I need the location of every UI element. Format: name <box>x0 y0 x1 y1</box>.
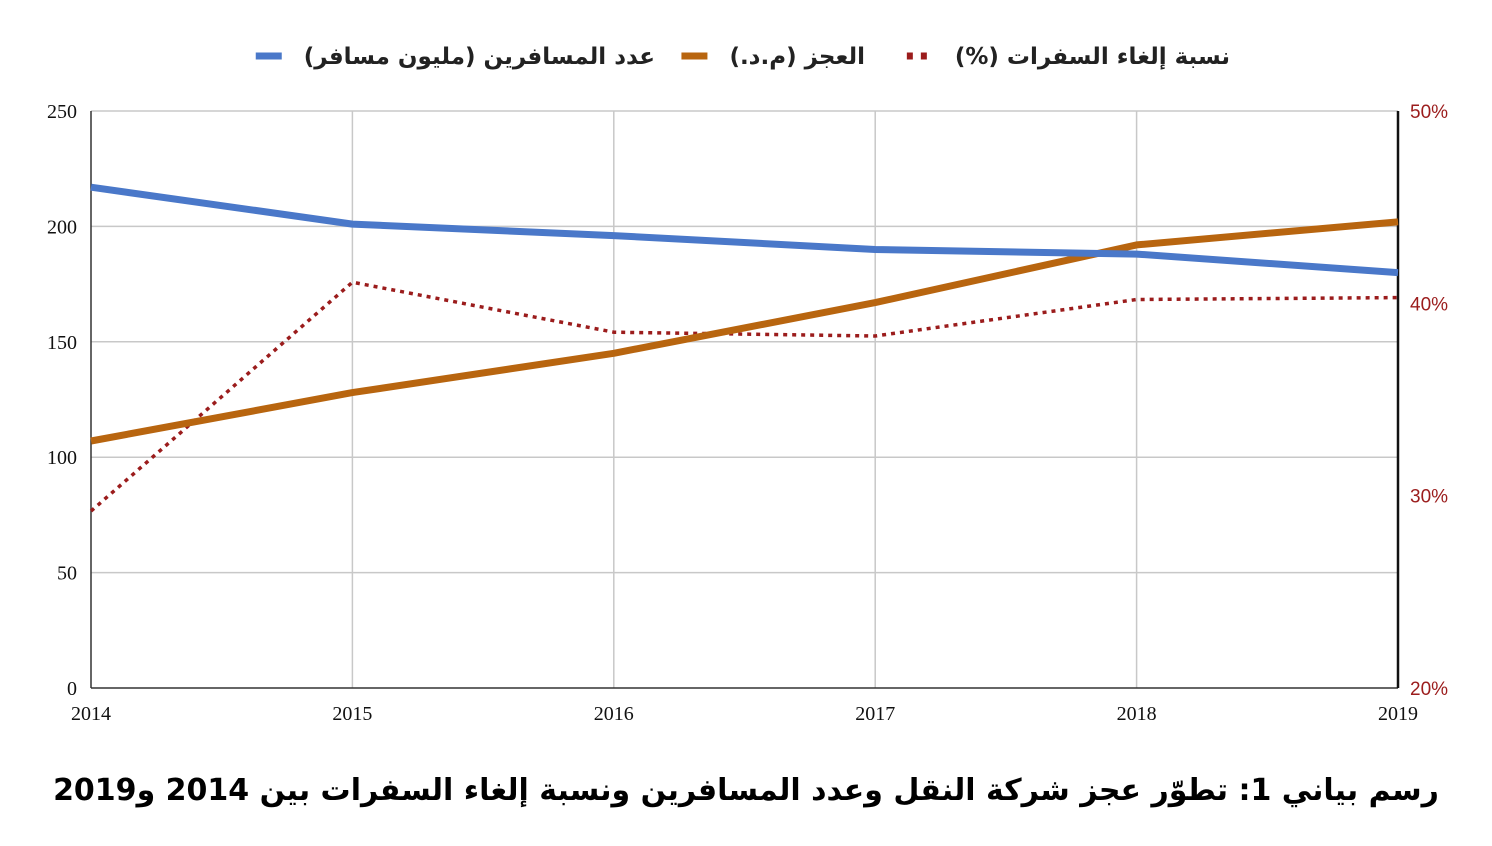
series-line <box>90 183 1399 277</box>
legend-label: نسبة إلغاء السفرات (%) <box>955 44 1230 70</box>
series-line <box>90 218 1399 445</box>
y-left-tick-label: 200 <box>47 216 77 238</box>
legend-label: العجز (م.د.) <box>729 44 865 70</box>
x-tick-label: 2017 <box>855 703 895 725</box>
x-tick-label: 2016 <box>594 703 634 725</box>
tick-labels: 0 50 100 150 200 250 2014 2015 2016 2017 2018 2019 2… <box>47 101 1448 725</box>
grid <box>91 110 1398 688</box>
y-left-tick-label: 150 <box>47 332 77 354</box>
y-right-tick-label: 40% <box>1410 294 1448 315</box>
legend: نسبة إلغاء السفرات (%) العجز (م.د.) عدد ال… <box>255 44 1230 70</box>
legend-label: عدد المسافرين (مليون مسافر) <box>304 44 655 70</box>
x-tick-label: 2019 <box>1378 703 1418 725</box>
y-right-tick-label: 20% <box>1410 679 1448 700</box>
x-tick-label: 2014 <box>71 703 111 725</box>
y-right-tick-label: 50% <box>1410 102 1448 123</box>
x-tick-label: 2018 <box>1117 703 1157 725</box>
x-tick-label: 2015 <box>332 703 372 725</box>
y-left-tick-label: 0 <box>67 678 77 700</box>
series-layer <box>89 183 1399 513</box>
y-left-tick-label: 250 <box>47 101 77 123</box>
y-right-tick-label: 30% <box>1410 487 1448 508</box>
axes <box>90 111 1400 689</box>
y-left-tick-label: 50 <box>57 563 77 585</box>
chart-caption: رسم بياني 1: تطوّر عجز شركة النقل وعدد ا… <box>53 773 1439 808</box>
y-left-tick-label: 100 <box>47 447 77 469</box>
series-line <box>89 280 1399 513</box>
